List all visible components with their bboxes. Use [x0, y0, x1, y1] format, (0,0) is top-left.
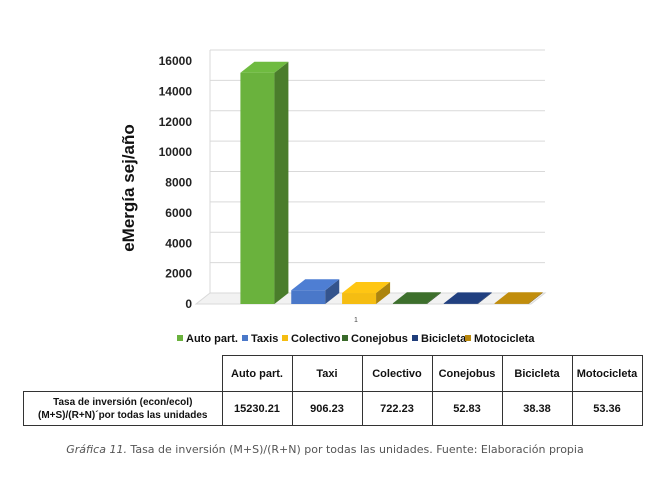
y-tick-label: 2000	[165, 267, 192, 281]
caption-text: Tasa de inversión (M+S)/(R+N) por todas …	[126, 443, 584, 456]
table-header-cell: Auto part.	[221, 355, 293, 392]
bar-auto-part	[240, 61, 289, 304]
bar-top	[291, 279, 340, 291]
table-header-cell: Bicicleta	[501, 355, 573, 392]
table-cell: 15230.21	[221, 391, 293, 426]
bar-side	[477, 292, 492, 304]
legend-swatch	[177, 335, 183, 341]
table-cell: 38.38	[501, 391, 573, 426]
bar-side	[325, 279, 340, 304]
bar-top	[443, 292, 492, 304]
table-cell: 722.23	[361, 391, 433, 426]
bar-bicicleta	[443, 292, 492, 304]
table-corner-cell	[23, 355, 223, 392]
bar-top	[494, 292, 543, 304]
table-cell: 906.23	[291, 391, 363, 426]
bar-front	[494, 303, 529, 304]
bar-colectivo	[342, 282, 391, 304]
legend-label: Motocicleta	[474, 333, 535, 345]
legend-label: Bicicleta	[421, 333, 467, 345]
y-tick-label: 10000	[159, 145, 193, 159]
legend-item: Bicicleta	[412, 333, 467, 345]
table-header-cell: Colectivo	[361, 355, 433, 392]
bar-front	[342, 293, 377, 304]
row-label-line1: Tasa de inversión (econ/ecol)	[53, 396, 193, 408]
bar-motocicleta	[494, 292, 543, 304]
bar-side	[376, 282, 391, 304]
y-tick-label: 12000	[159, 115, 193, 129]
table-header-row: Auto part. Taxi Colectivo Conejobus Bici…	[23, 355, 643, 392]
bar-top	[240, 61, 289, 73]
legend-swatch	[342, 335, 348, 341]
bar-side	[426, 292, 441, 304]
legend-label: Auto part.	[186, 333, 238, 345]
y-tick-label: 4000	[165, 236, 192, 250]
legend-swatch	[282, 335, 288, 341]
table-header-cell: Taxi	[291, 355, 363, 392]
table-header-cell: Motocicleta	[571, 355, 643, 392]
legend-swatch	[412, 335, 418, 341]
table-row-header: Tasa de inversión (econ/ecol) (M+S)/(R+N…	[23, 391, 223, 426]
row-label-line2: (M+S)/(R+N)´por todas las unidades	[38, 409, 208, 421]
caption-label: Gráfica 11.	[66, 443, 127, 456]
bar-front	[392, 303, 427, 304]
table-cell: 52.83	[431, 391, 503, 426]
y-tick-label: 6000	[165, 206, 192, 220]
bar-side	[274, 61, 289, 304]
legend: Auto part. Taxis Colectivo Conejobus Bicicle…	[177, 333, 535, 345]
legend-item: Conejobus	[342, 333, 408, 345]
legend-swatch	[465, 335, 471, 341]
legend-item: Colectivo	[282, 333, 341, 345]
bar-top	[342, 282, 391, 294]
y-axis-ticks: 0 2000 4000 6000 8000 10000 12000 14000 16000	[159, 54, 193, 311]
table-header-cell: Conejobus	[431, 355, 503, 392]
legend-item: Motocicleta	[465, 333, 535, 345]
y-tick-label: 16000	[159, 54, 193, 68]
table-cell: 53.36	[571, 391, 643, 426]
bar-front	[443, 303, 478, 304]
legend-item: Taxis	[242, 333, 278, 345]
bar-top	[392, 292, 441, 304]
y-tick-label: 8000	[165, 176, 192, 190]
y-tick-label: 0	[185, 297, 192, 311]
legend-swatch	[242, 335, 248, 341]
legend-label: Taxis	[251, 333, 278, 345]
bar-conejobus	[392, 292, 441, 304]
y-axis-label: eMergía sej/año	[119, 124, 138, 252]
legend-label: Conejobus	[351, 333, 408, 345]
legend-item: Auto part.	[177, 333, 238, 345]
x-axis-category-label: 1	[354, 317, 358, 324]
table-row: Tasa de inversión (econ/ecol) (M+S)/(R+N…	[23, 391, 643, 426]
bar-taxis	[291, 279, 340, 304]
data-table: Auto part. Taxi Colectivo Conejobus Bici…	[23, 355, 643, 426]
y-tick-label: 14000	[159, 84, 193, 98]
figure-caption: Gráfica 11. Tasa de inversión (M+S)/(R+N…	[0, 443, 650, 456]
bars	[240, 61, 543, 304]
bar-front	[291, 290, 326, 304]
bar-front	[240, 72, 275, 304]
bar-side	[528, 292, 543, 304]
legend-label: Colectivo	[291, 333, 341, 345]
